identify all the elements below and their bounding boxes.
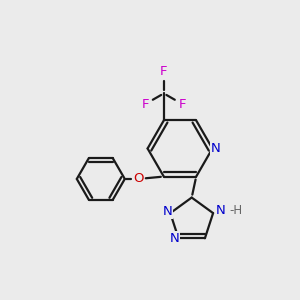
Text: N: N	[170, 232, 180, 245]
Text: -H: -H	[230, 204, 243, 217]
Text: N: N	[216, 204, 226, 217]
Text: F: F	[141, 98, 149, 111]
Text: O: O	[133, 172, 143, 185]
Text: F: F	[160, 65, 168, 78]
Text: N: N	[211, 142, 221, 155]
Text: F: F	[179, 98, 186, 111]
Text: N: N	[162, 205, 172, 218]
